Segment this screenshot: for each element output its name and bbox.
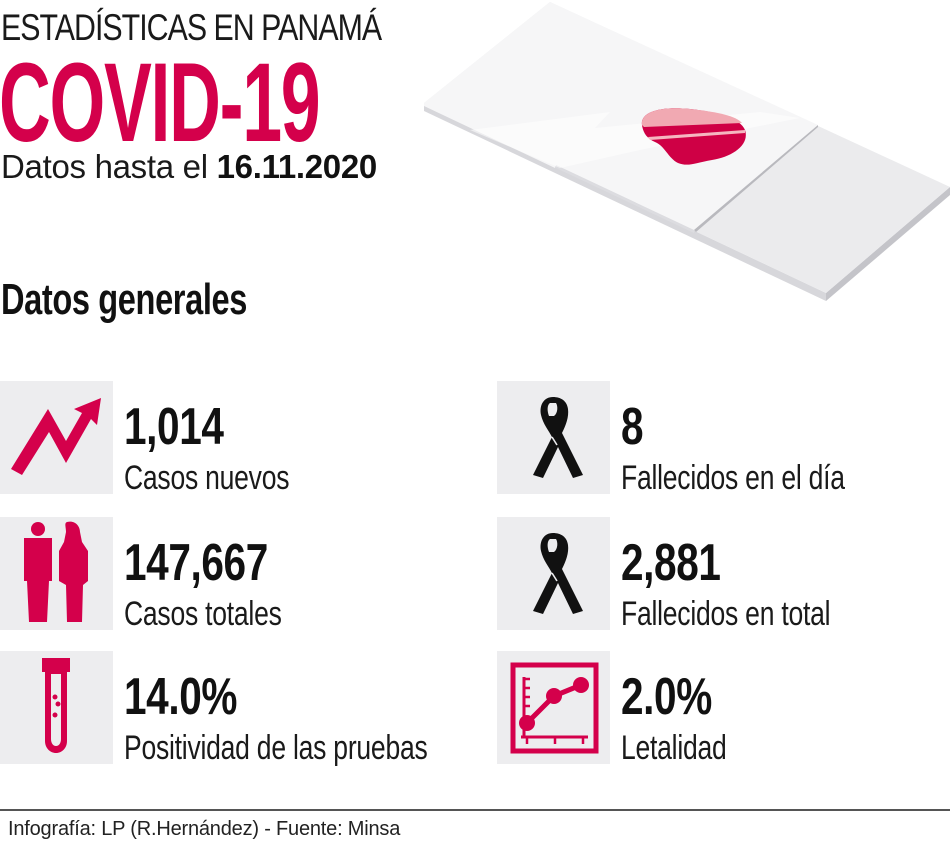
stat-value: 2.0% [621, 668, 712, 726]
kicker-heading: ESTADÍSTICAS EN PANAMÁ [1, 7, 382, 48]
line-chart-icon [510, 662, 599, 754]
trend-up-arrow-icon [11, 398, 101, 475]
stat-value: 14.0% [124, 668, 238, 726]
footer-credit: Infografía: LP (R.Hernández) - Fuente: M… [8, 818, 401, 840]
data-date-line: Datos hasta el 16.11.2020 [1, 148, 377, 186]
stat-total-cases: 147,667 Casos totales [0, 517, 440, 633]
mourning-ribbon-icon [533, 533, 583, 614]
page-title: COVID-19 [0, 40, 321, 165]
stat-value: 1,014 [124, 398, 224, 456]
footer-divider [0, 809, 950, 811]
microscope-slide-illustration [424, 2, 950, 301]
icon-tile [497, 517, 610, 630]
stat-label: Fallecidos en el día [621, 459, 845, 497]
stat-label: Positividad de las pruebas [124, 729, 428, 767]
stat-label: Casos totales [124, 595, 282, 633]
section-title: Datos generales [1, 275, 248, 324]
test-tube-icon [42, 658, 70, 753]
stat-new-cases: 1,014 Casos nuevos [0, 381, 440, 497]
blood-sample-icon [641, 108, 746, 165]
stat-label: Casos nuevos [124, 459, 290, 497]
stat-deaths-today: 8 Fallecidos en el día [497, 381, 947, 497]
icon-tile [0, 517, 113, 630]
stat-lethality: 2.0% Letalidad [497, 651, 947, 767]
data-date: 16.11.2020 [216, 148, 378, 185]
stat-value: 147,667 [124, 534, 268, 592]
stat-value: 2,881 [621, 534, 721, 592]
date-prefix: Datos hasta el [1, 148, 217, 185]
icon-tile [497, 381, 610, 494]
mourning-ribbon-icon [533, 397, 583, 478]
icon-tile [0, 381, 113, 494]
stat-label: Fallecidos en total [621, 595, 831, 633]
stat-label: Letalidad [621, 729, 727, 767]
stat-test-positivity: 14.0% Positividad de las pruebas [0, 651, 460, 767]
stat-value: 8 [621, 398, 644, 456]
icon-tile [0, 651, 113, 764]
icon-tile [497, 651, 610, 764]
stat-total-deaths: 2,881 Fallecidos en total [497, 517, 947, 633]
people-icon [24, 521, 88, 622]
